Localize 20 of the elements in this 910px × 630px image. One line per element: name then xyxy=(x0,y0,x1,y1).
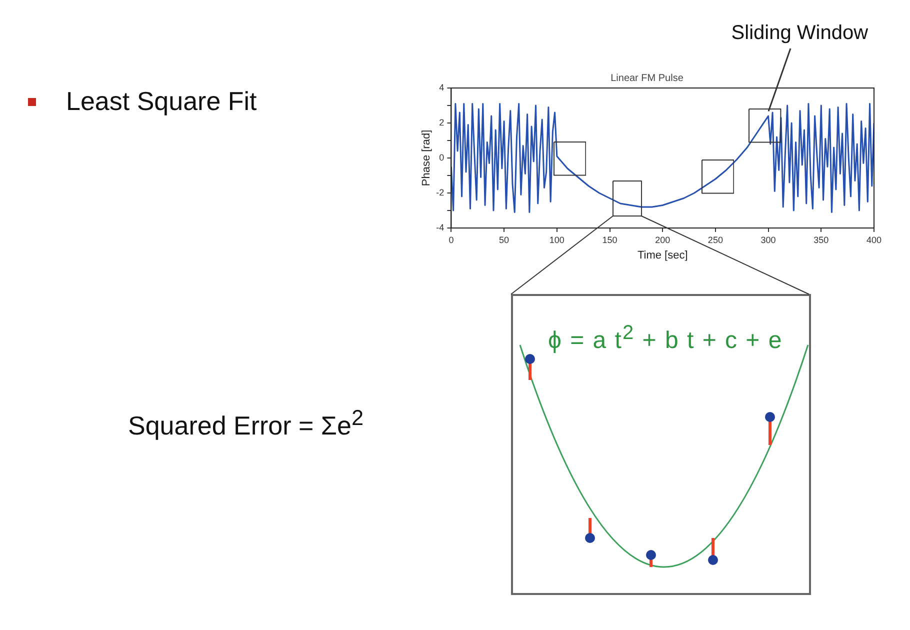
chart-title: Linear FM Pulse xyxy=(610,72,684,84)
y-tick-label: -4 xyxy=(436,222,444,232)
x-tick-label: 0 xyxy=(448,234,454,245)
y-axis-title: Phase [rad] xyxy=(420,130,433,186)
text: Least Square Fit xyxy=(66,86,257,117)
x-tick-label: 50 xyxy=(499,234,510,245)
x-tick-label: 250 xyxy=(708,234,723,245)
y-tick-label: 0 xyxy=(439,152,444,162)
y-tick-label: 4 xyxy=(439,82,444,92)
x-axis-title: Time [sec] xyxy=(637,249,688,262)
x-tick-label: 100 xyxy=(549,234,564,245)
text: Squared Error = Σe$^{2}$ xyxy=(128,405,365,442)
x-tick-label: 150 xyxy=(602,234,618,245)
x-tick-label: 200 xyxy=(655,234,670,245)
y-tick-label: -2 xyxy=(436,187,444,198)
x-tick-label: 300 xyxy=(760,234,776,245)
annotation: Sliding Window xyxy=(731,22,868,45)
x-tick-label: 400 xyxy=(866,234,882,245)
y-tick-label: 2 xyxy=(439,117,444,128)
x-tick-label: 350 xyxy=(814,234,829,245)
